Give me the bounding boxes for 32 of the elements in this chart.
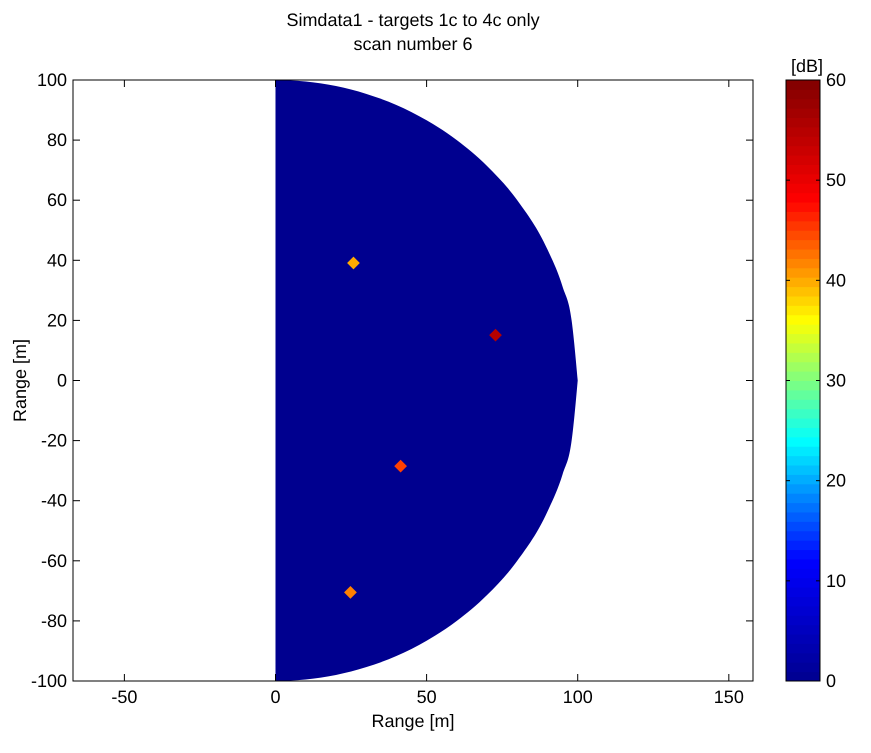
y-tick-label: -40: [40, 490, 67, 511]
point: [394, 460, 407, 472]
y-axis-title: Range [m]: [10, 338, 30, 422]
color-bar-label: 30: [826, 370, 846, 390]
y-tick-label: -20: [40, 430, 67, 451]
y-tick-label: 0: [56, 370, 67, 390]
x-tick-label: 100: [562, 687, 593, 707]
color-bar-label: 60: [826, 70, 846, 90]
x-tick-label: 150: [714, 687, 744, 707]
color-bar-title: [dB]: [790, 56, 824, 76]
y-tick-label: 100: [36, 70, 67, 90]
x-tick-label: -50: [111, 687, 138, 707]
y-tick-label: 40: [46, 250, 67, 270]
color-bar-label: 40: [826, 270, 846, 290]
point: [344, 586, 357, 599]
color-bar-label: 10: [826, 570, 846, 591]
y-tick-label: -60: [40, 550, 67, 571]
chart-subtitle: scan number 6: [353, 34, 473, 54]
point: [347, 256, 360, 270]
y-tick-label: 80: [46, 130, 67, 150]
y-tick-label: -100: [30, 671, 67, 691]
y-tick-label: 60: [46, 190, 67, 210]
color-bar-label: 50: [826, 170, 846, 190]
y-tick-label: -80: [40, 610, 67, 631]
chart-title: Simdata1 - targets 1c to 4c only: [286, 10, 540, 30]
x-axis-title: Range [m]: [371, 711, 455, 731]
color-bar-label: 0: [826, 671, 836, 691]
y-tick-label: 20: [46, 310, 67, 330]
point: [489, 328, 502, 342]
x-tick-label: 50: [416, 687, 437, 707]
x-tick-label: 0: [270, 687, 280, 707]
color-bar-label: 20: [826, 470, 846, 491]
